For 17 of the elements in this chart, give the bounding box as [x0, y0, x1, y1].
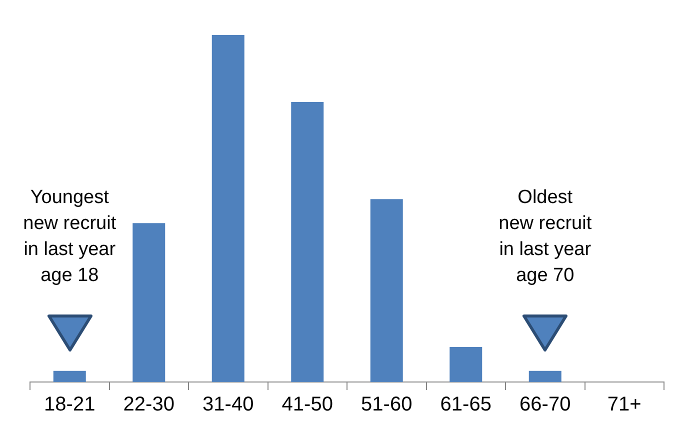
x-tick-label: 51-60 [361, 394, 412, 416]
bar [528, 370, 562, 382]
bar [291, 102, 324, 382]
bar [212, 35, 244, 382]
bar [53, 370, 86, 382]
bar [370, 199, 403, 382]
x-tick-label: 31-40 [202, 394, 254, 416]
bar [132, 223, 166, 382]
x-tick-label: 61-65 [440, 394, 492, 416]
bar [450, 346, 482, 382]
x-tick-label: 18-21 [44, 394, 96, 416]
x-tick-label: 22-30 [123, 394, 174, 416]
x-tick-label: 71+ [607, 394, 642, 416]
x-tick-label: 66-70 [520, 394, 571, 416]
annotation: Youngest new recruit in last year age 18 [23, 186, 117, 286]
annotation: Oldest new recruit in last year age 70 [498, 186, 592, 286]
x-tick-label: 41-50 [282, 394, 333, 416]
